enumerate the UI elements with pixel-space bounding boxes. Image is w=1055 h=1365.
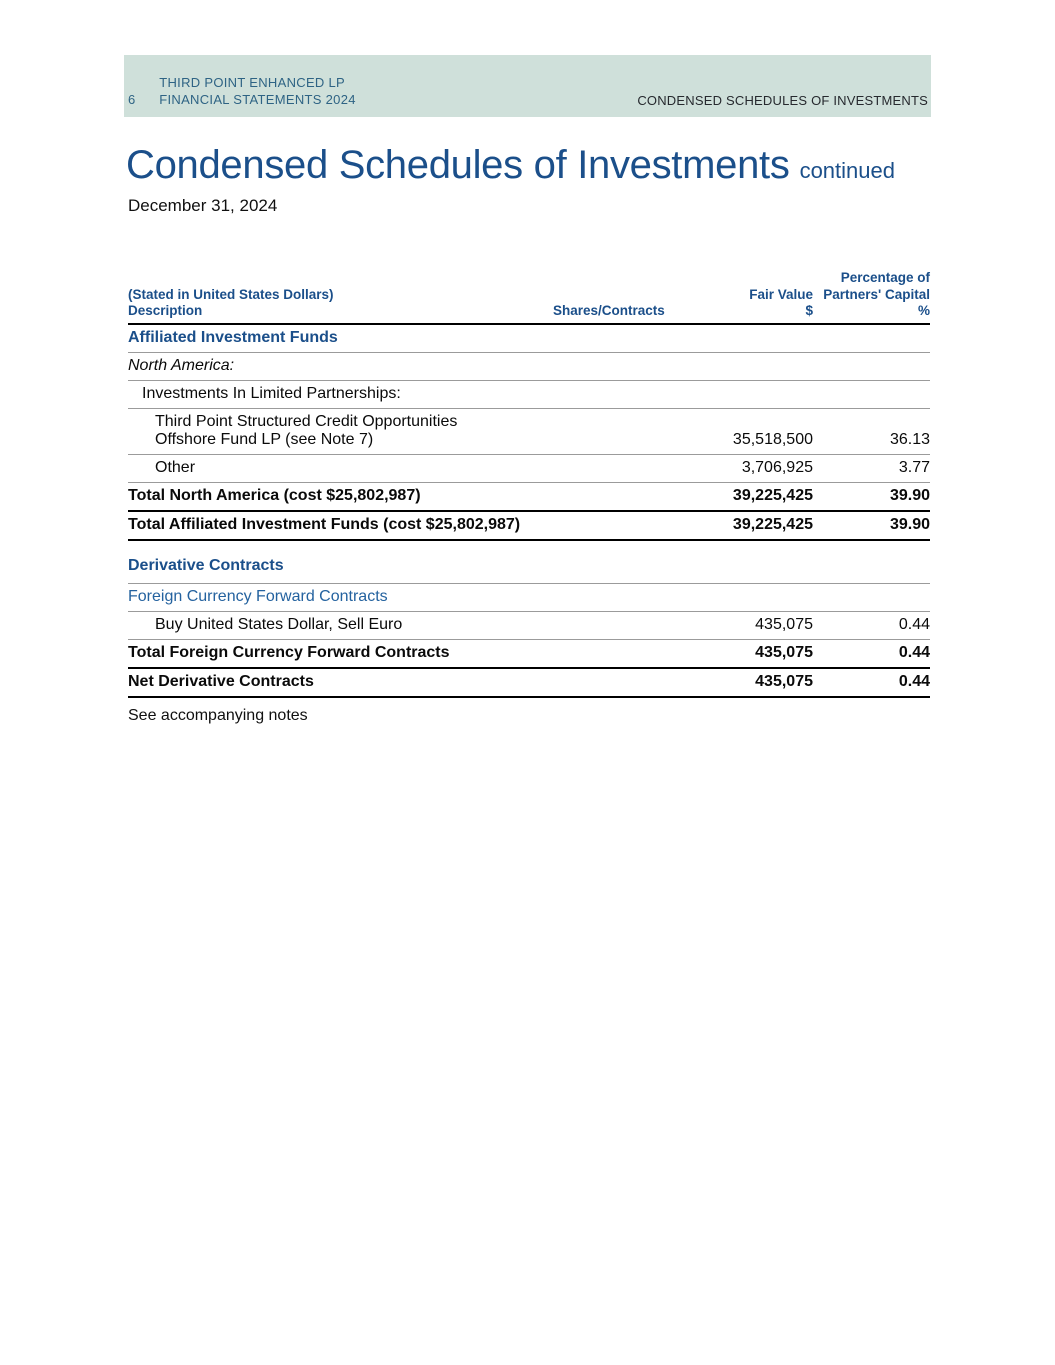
percentage-label-line1: Percentage of (840, 270, 930, 285)
page-banner: 6 THIRD POINT ENHANCED LP FINANCIAL STAT… (124, 55, 931, 117)
table-row-group-limited-partnerships: Investments In Limited Partnerships: (128, 381, 930, 409)
fair-value-label: Fair Value (749, 286, 813, 302)
table-row-section-derivative-contracts: Derivative Contracts (128, 541, 930, 583)
row-label: North America: (128, 356, 235, 374)
page-title: Condensed Schedules of Investments contin… (126, 143, 895, 188)
row-label: Foreign Currency Forward Contracts (128, 587, 388, 605)
table-row-buy-usd-sell-euro: Buy United States Dollar, Sell Euro 435,… (128, 612, 930, 640)
row-label: Investments In Limited Partnerships: (142, 384, 401, 402)
accompanying-notes-reference: See accompanying notes (128, 706, 308, 724)
table-row-section-affiliated-funds: Affiliated Investment Funds (128, 325, 930, 353)
page-title-main: Condensed Schedules of Investments (126, 143, 790, 187)
row-fair-value: 39,225,425 (732, 515, 813, 533)
row-label: Buy United States Dollar, Sell Euro (155, 615, 403, 633)
banner-left: 6 THIRD POINT ENHANCED LP FINANCIAL STAT… (128, 74, 356, 108)
page-title-continued: continued (799, 158, 895, 183)
row-pct: 39.90 (889, 515, 930, 533)
row-label: Total Affiliated Investment Funds (cost … (128, 515, 521, 533)
investments-table: (Stated in United States Dollars) Descri… (128, 270, 930, 725)
row-fair-value: 3,706,925 (741, 458, 813, 476)
table-header: (Stated in United States Dollars) Descri… (128, 270, 930, 325)
col-header-fair-value: Fair Value $ (660, 287, 813, 320)
fair-value-unit: $ (805, 303, 813, 318)
row-fair-value: 39,225,425 (732, 486, 813, 504)
table-row-subsection-fx-forwards: Foreign Currency Forward Contracts (128, 582, 930, 612)
description-label: Description (128, 303, 203, 318)
table-row-net-derivative-contracts: Net Derivative Contracts 435,075 0.44 (128, 669, 930, 698)
row-pct: 3.77 (898, 458, 930, 476)
statement-date: December 31, 2024 (128, 196, 278, 215)
percentage-unit: % (917, 303, 930, 318)
row-pct: 39.90 (889, 486, 930, 504)
row-label: Affiliated Investment Funds (128, 328, 338, 346)
row-label: Total North America (cost $25,802,987) (128, 486, 421, 504)
row-label-line1: Third Point Structured Credit Opportunit… (155, 412, 458, 430)
row-label: Net Derivative Contracts (128, 672, 314, 690)
table-row-total-fx-forwards: Total Foreign Currency Forward Contracts… (128, 640, 930, 669)
col-header-percentage: Percentage of Partners' Capital % (813, 270, 930, 320)
table-row-other: Other 3,706,925 3.77 (128, 455, 930, 483)
row-pct: 0.44 (898, 615, 930, 633)
row-fair-value: 435,075 (755, 643, 813, 661)
percentage-label-line2: Partners' Capital (823, 286, 930, 302)
row-fair-value: 435,075 (755, 615, 813, 633)
col-header-shares-contracts: Shares/Contracts (553, 303, 665, 318)
row-fair-value: 35,518,500 (732, 430, 813, 448)
col-header-description: (Stated in United States Dollars) Descri… (128, 287, 553, 320)
row-label: Total Foreign Currency Forward Contracts (128, 643, 450, 661)
banner-section-label: CONDENSED SCHEDULES OF INVESTMENTS (637, 93, 928, 108)
row-pct: 0.44 (898, 643, 930, 661)
row-pct: 36.13 (889, 430, 930, 448)
table-row-total-north-america: Total North America (cost $25,802,987) 3… (128, 483, 930, 512)
row-label: Third Point Structured Credit Opportunit… (128, 413, 553, 449)
banner-org-line1: THIRD POINT ENHANCED LP (159, 75, 346, 90)
row-label-line2: Offshore Fund LP (see Note 7) (155, 430, 374, 448)
stated-note: (Stated in United States Dollars) (128, 286, 334, 302)
banner-org-block: THIRD POINT ENHANCED LP FINANCIAL STATEM… (159, 74, 356, 108)
row-pct: 0.44 (898, 672, 930, 690)
table-row-total-affiliated-funds: Total Affiliated Investment Funds (cost … (128, 512, 930, 541)
table-row-third-point-structured-credit: Third Point Structured Credit Opportunit… (128, 409, 930, 455)
row-fair-value: 435,075 (755, 672, 813, 690)
page-number: 6 (128, 92, 136, 107)
row-label: Derivative Contracts (128, 556, 284, 574)
banner-org-line2: FINANCIAL STATEMENTS 2024 (159, 92, 356, 107)
row-label: Other (155, 458, 196, 476)
table-row-region-north-america: North America: (128, 353, 930, 381)
